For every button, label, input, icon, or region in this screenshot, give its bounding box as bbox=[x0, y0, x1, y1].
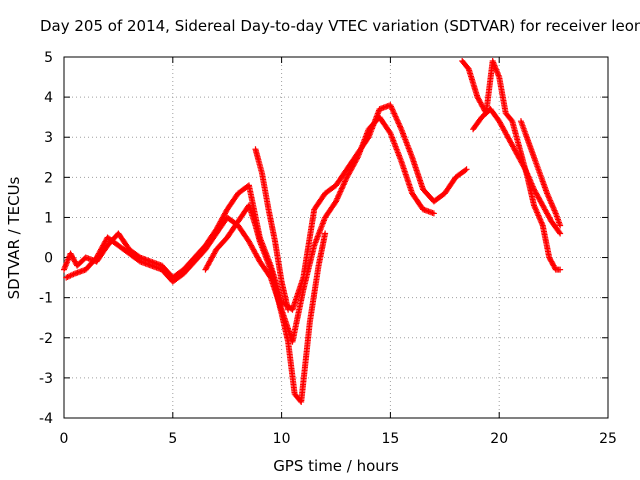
x-tick-label: 20 bbox=[490, 431, 508, 447]
x-tick-label: 10 bbox=[273, 431, 291, 447]
y-tick-label: 3 bbox=[44, 130, 53, 146]
chart-title: Day 205 of 2014, Sidereal Day-to-day VTE… bbox=[40, 17, 640, 35]
data-point bbox=[354, 155, 361, 162]
data-point bbox=[521, 164, 528, 171]
data-point bbox=[430, 210, 437, 217]
data-point bbox=[557, 230, 564, 237]
data-point bbox=[508, 117, 515, 124]
series-track-b bbox=[63, 114, 437, 345]
x-axis-label: GPS time / hours bbox=[273, 457, 399, 475]
y-tick-label: -1 bbox=[39, 291, 53, 307]
data-point bbox=[463, 166, 470, 173]
data-point bbox=[464, 64, 471, 71]
grid bbox=[63, 56, 609, 419]
data-point bbox=[322, 230, 329, 237]
plot-frame bbox=[63, 56, 609, 419]
data-marks bbox=[61, 58, 564, 405]
y-tick-label: 5 bbox=[44, 50, 53, 66]
y-tick-label: -4 bbox=[39, 411, 53, 427]
x-tick-label: 15 bbox=[381, 431, 399, 447]
series-track-d bbox=[252, 146, 292, 313]
data-point bbox=[557, 266, 564, 273]
data-point bbox=[557, 222, 564, 229]
series-track-g bbox=[517, 118, 564, 229]
y-tick-label: 2 bbox=[44, 170, 53, 186]
axis-ticks: 0 5 10 15 20 25 -4 -3 -2 -1 0 1 2 3 4 5 bbox=[39, 50, 617, 447]
x-tick-label: 25 bbox=[599, 431, 617, 447]
y-tick-label: 1 bbox=[44, 210, 53, 226]
x-tick-label: 5 bbox=[168, 431, 177, 447]
y-axis-label: SDTVAR / TECUs bbox=[5, 176, 23, 299]
y-tick-label: -3 bbox=[39, 371, 53, 387]
y-tick-label: -2 bbox=[39, 331, 53, 347]
data-point bbox=[285, 306, 292, 313]
data-point bbox=[462, 167, 469, 174]
data-point bbox=[556, 229, 563, 236]
series-track-c bbox=[202, 202, 329, 405]
y-tick-label: 0 bbox=[44, 251, 53, 267]
x-tick-label: 0 bbox=[60, 431, 69, 447]
series-track-f bbox=[470, 106, 564, 237]
series-track-e bbox=[459, 58, 564, 273]
y-tick-label: 4 bbox=[44, 90, 53, 106]
